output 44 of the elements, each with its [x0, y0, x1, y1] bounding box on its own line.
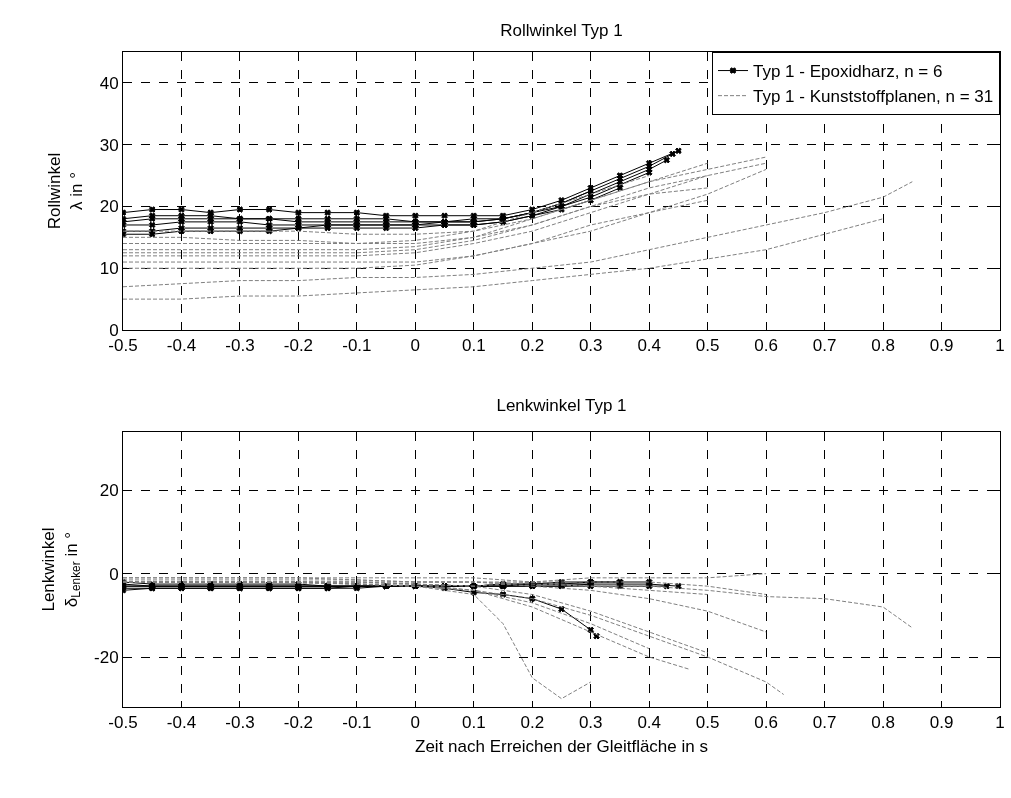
- y-axis-title: Rollwinkel λ in °: [45, 152, 87, 230]
- x-tick-label: 0.7: [812, 713, 837, 733]
- x-tick-label: 0: [410, 336, 421, 356]
- legend-label: Typ 1 - Kunststoffplanen, n = 31: [753, 87, 994, 107]
- x-tick-label: -0.4: [166, 336, 197, 356]
- x-tick-label: -0.1: [342, 713, 372, 733]
- x-tick-label: -0.4: [166, 713, 197, 733]
- x-tick-label: 0.3: [578, 713, 603, 733]
- x-tick-label: 0.1: [461, 336, 486, 356]
- x-tick-label: -0.2: [283, 336, 314, 356]
- x-tick-label: 0.4: [637, 336, 662, 356]
- x-tick-label: 0.7: [812, 336, 837, 356]
- chart-title: Lenkwinkel Typ 1: [496, 395, 627, 415]
- x-tick-label: 0: [410, 713, 421, 733]
- y-tick-label: 0: [109, 564, 119, 584]
- x-tick-label: -0.5: [108, 713, 138, 733]
- x-tick-label: 0.9: [929, 713, 954, 733]
- chart-title: Rollwinkel Typ 1: [500, 20, 623, 40]
- x-tick-label: 0.5: [695, 336, 720, 356]
- x-tick-label: -0.2: [283, 713, 314, 733]
- x-tick-label: 0.3: [578, 336, 603, 356]
- x-tick-label: -0.3: [225, 336, 255, 356]
- x-tick-label: 0.8: [871, 336, 895, 356]
- legend-label: Typ 1 - Epoxidharz, n = 6: [753, 62, 943, 82]
- y-tick-label: 20: [99, 481, 119, 501]
- x-tick-label: 0.6: [754, 713, 778, 733]
- y-tick-label: 10: [99, 259, 119, 279]
- x-tick-label: 0.5: [695, 713, 720, 733]
- y-tick-label: 40: [99, 73, 119, 93]
- y-tick-label: -20: [94, 647, 119, 667]
- y-tick-label: 30: [99, 135, 119, 155]
- x-tick-label: 1: [995, 713, 1005, 733]
- x-tick-label: 0.1: [461, 713, 486, 733]
- x-tick-label: 0.4: [637, 713, 662, 733]
- x-tick-label: 0.2: [520, 336, 545, 356]
- x-tick-label: 0.8: [871, 713, 895, 733]
- x-tick-label: 0.2: [520, 713, 545, 733]
- y-tick-label: 20: [99, 197, 119, 217]
- x-tick-label: 0.6: [754, 336, 778, 356]
- x-tick-label: 0.9: [929, 336, 954, 356]
- x-tick-label: -0.3: [225, 713, 255, 733]
- x-axis-title: Zeit nach Erreichen der Gleitfläche in s: [415, 736, 708, 756]
- x-tick-label: 1: [995, 336, 1005, 356]
- x-tick-label: -0.1: [342, 336, 372, 356]
